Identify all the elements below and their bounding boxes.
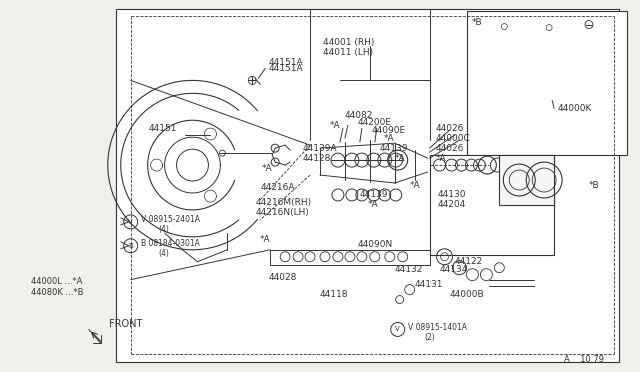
Text: 44082: 44082 <box>345 111 373 120</box>
Text: 44000K: 44000K <box>557 104 591 113</box>
Text: V: V <box>129 219 133 225</box>
Text: (2): (2) <box>424 333 435 342</box>
Text: 44216A: 44216A <box>260 183 295 192</box>
Text: (4): (4) <box>159 249 170 258</box>
Text: 44011 (LH): 44011 (LH) <box>323 48 373 57</box>
Text: 44090E: 44090E <box>372 126 406 135</box>
Text: 44131: 44131 <box>415 280 443 289</box>
Text: *A: *A <box>410 180 420 189</box>
Text: A    10 79: A 10 79 <box>564 355 604 364</box>
Text: *A: *A <box>262 164 273 173</box>
Text: 44151: 44151 <box>148 124 177 133</box>
Text: 44130: 44130 <box>438 190 466 199</box>
Text: 44139A: 44139A <box>302 144 337 153</box>
Text: 44134: 44134 <box>440 265 468 274</box>
Text: 44026: 44026 <box>436 144 464 153</box>
Text: 44151A: 44151A <box>268 64 303 73</box>
Text: *B: *B <box>589 180 600 189</box>
Text: B 08184-0301A: B 08184-0301A <box>141 239 200 248</box>
Text: 44139: 44139 <box>380 144 408 153</box>
Text: 44080K ...*B: 44080K ...*B <box>31 288 84 297</box>
Text: 44122: 44122 <box>454 257 483 266</box>
Text: V 08915-2401A: V 08915-2401A <box>141 215 200 224</box>
Text: 44028: 44028 <box>268 273 296 282</box>
Bar <box>429 155 554 255</box>
Text: 44151A: 44151A <box>268 58 303 67</box>
Bar <box>116 9 619 362</box>
Text: 44128: 44128 <box>302 154 330 163</box>
Text: 44216N(LH): 44216N(LH) <box>255 208 309 217</box>
Text: 44026: 44026 <box>436 124 464 133</box>
Bar <box>499 155 554 205</box>
Text: 44118: 44118 <box>320 290 349 299</box>
Text: FRONT: FRONT <box>109 320 142 330</box>
Text: 44216M(RH): 44216M(RH) <box>255 198 312 208</box>
Text: 44200E: 44200E <box>358 118 392 127</box>
Text: *A: *A <box>260 235 271 244</box>
Text: 44000C: 44000C <box>436 134 470 143</box>
Text: 44132: 44132 <box>395 265 423 274</box>
Text: *B: *B <box>472 18 482 27</box>
Bar <box>467 11 627 155</box>
Text: 44000L ...*A: 44000L ...*A <box>31 277 83 286</box>
Text: *A: *A <box>330 121 340 130</box>
Text: 44090N: 44090N <box>358 240 393 249</box>
Text: *A: *A <box>436 154 446 163</box>
Text: *A: *A <box>384 134 394 143</box>
Text: V: V <box>396 327 400 333</box>
Text: 44000B: 44000B <box>449 290 484 299</box>
Text: 44204: 44204 <box>438 201 466 209</box>
Text: 44139: 44139 <box>360 190 388 199</box>
Text: B: B <box>129 243 133 249</box>
Text: *A: *A <box>368 201 378 209</box>
Text: *A: *A <box>395 154 405 163</box>
Text: (4): (4) <box>159 225 170 234</box>
Text: V 08915-1401A: V 08915-1401A <box>408 323 467 332</box>
Text: 44001 (RH): 44001 (RH) <box>323 38 374 47</box>
